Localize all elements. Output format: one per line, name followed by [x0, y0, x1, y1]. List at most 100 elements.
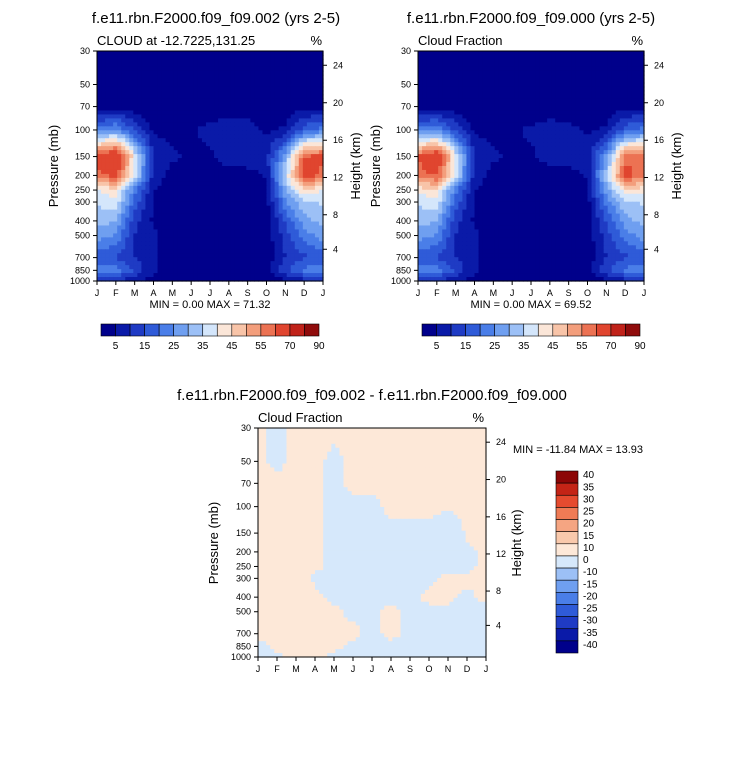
contour-cell: [153, 241, 159, 246]
contour-cell: [230, 51, 235, 56]
contour-cell: [306, 249, 312, 254]
contour-cell: [522, 106, 528, 112]
contour-cell: [113, 130, 118, 135]
contour-cell: [539, 74, 544, 80]
contour-cell: [502, 122, 508, 127]
contour-cell: [121, 51, 126, 56]
contour-cell: [133, 277, 138, 282]
contour-cell: [302, 185, 308, 191]
contour-cell: [607, 146, 613, 151]
contour-cell: [438, 166, 443, 171]
contour-cell: [141, 58, 147, 64]
contour-cell: [567, 54, 572, 60]
contour-cell: [169, 185, 175, 191]
contour-cell: [526, 162, 532, 167]
contour-cell: [635, 90, 641, 96]
contour-cell: [197, 185, 203, 191]
contour-cell: [137, 142, 142, 147]
contour-cell: [105, 197, 110, 203]
contour-cell: [462, 166, 468, 171]
contour-cell: [567, 78, 572, 84]
contour-cell: [201, 277, 207, 282]
contour-cell: [149, 90, 155, 96]
contour-cell: [595, 54, 601, 60]
contour-cell: [603, 94, 609, 100]
contour-cell: [567, 62, 572, 68]
contour-cell: [197, 98, 203, 104]
contour-cell: [258, 209, 264, 215]
contour-cell: [514, 126, 520, 131]
contour-cell: [254, 166, 260, 171]
contour-cell: [510, 66, 516, 72]
contour-cell: [294, 58, 300, 64]
contour-cell: [246, 58, 251, 64]
contour-cell: [109, 54, 114, 60]
contour-cell: [262, 169, 268, 175]
contour-cell: [450, 74, 455, 80]
contour-cell: [619, 66, 625, 72]
contour-cell: [543, 78, 548, 84]
contour-cell: [173, 146, 179, 151]
contour-cell: [518, 130, 524, 135]
contour-cell: [230, 162, 235, 167]
contour-cell: [474, 90, 480, 96]
contour-cell: [442, 86, 447, 92]
contour-cell: [506, 118, 512, 123]
contour-cell: [153, 225, 159, 231]
contour-cell: [579, 130, 585, 135]
contour-cell: [547, 66, 552, 72]
contour-cell: [607, 126, 613, 131]
contour-cell: [310, 265, 316, 270]
contour-cell: [222, 245, 227, 250]
contour-cell: [157, 257, 163, 262]
contour-cell: [218, 122, 223, 127]
contour-cell: [113, 106, 118, 112]
contour-cell: [510, 58, 516, 64]
contour-cell: [189, 245, 195, 250]
contour-cell: [258, 118, 264, 123]
contour-cell: [165, 245, 171, 250]
contour-cell: [430, 126, 435, 131]
contour-cell: [274, 150, 280, 155]
contour-cell: [165, 217, 171, 223]
contour-cell: [639, 78, 645, 84]
contour-cell: [214, 51, 219, 56]
contour-cell: [242, 114, 247, 120]
contour-cell: [141, 78, 147, 84]
contour-cell: [266, 265, 272, 270]
contour-cell: [157, 54, 163, 60]
contour-cell: [177, 265, 183, 270]
contour-cell: [298, 241, 304, 246]
contour-cell: [201, 273, 207, 278]
contour-cell: [258, 94, 264, 100]
contour-cell: [294, 110, 300, 116]
contour-cell: [254, 277, 260, 282]
contour-cell: [454, 70, 459, 76]
contour-cell: [169, 205, 175, 211]
contour-cell: [117, 54, 122, 60]
contour-cell: [250, 98, 255, 104]
contour-cell: [290, 213, 296, 219]
contour-cell: [282, 134, 288, 139]
contour-cell: [173, 177, 179, 183]
contour-cell: [205, 213, 211, 219]
contour-cell: [137, 62, 142, 68]
contour-cell: [201, 154, 207, 159]
contour-cell: [214, 94, 219, 100]
contour-cell: [539, 150, 544, 155]
contour-cell: [282, 142, 288, 147]
contour-cell: [539, 82, 544, 88]
contour-cell: [639, 94, 645, 100]
contour-cell: [133, 197, 138, 203]
contour-cell: [623, 82, 629, 88]
contour-cell: [579, 106, 585, 112]
contour-cell: [105, 134, 110, 139]
contour-cell: [286, 225, 292, 231]
height-tick-label: 4: [333, 244, 338, 254]
colorbar-tick-label: 35: [197, 341, 209, 352]
contour-cell: [153, 261, 159, 266]
contour-cell: [555, 58, 560, 64]
contour-cell: [422, 62, 427, 68]
contour-cell: [599, 154, 605, 159]
contour-cell: [250, 66, 255, 72]
